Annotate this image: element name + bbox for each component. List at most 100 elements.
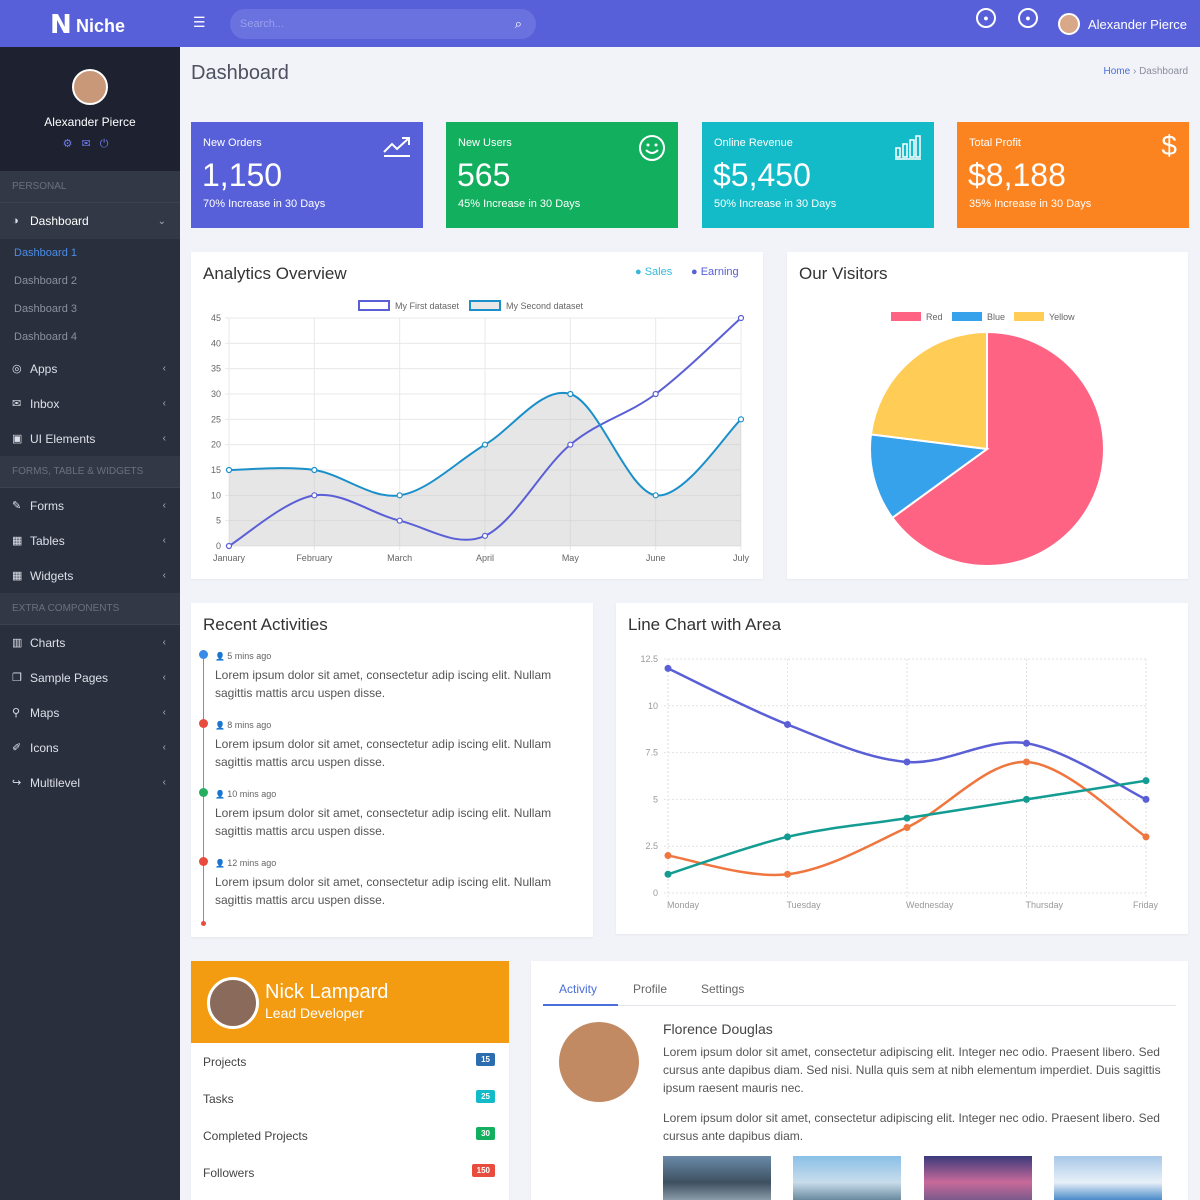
data-point [481, 441, 489, 448]
profile-stat-label: Completed Projects [203, 1129, 308, 1143]
activity-text: Lorem ipsum dolor sit amet, consectetur … [215, 737, 552, 769]
sidebar-item-multilevel[interactable]: ↪ Multilevel ‹ [0, 765, 180, 800]
stat-value: $5,450 [713, 157, 811, 193]
x-tick-label: Thursday [1026, 900, 1064, 910]
data-point [737, 314, 745, 322]
count-badge: 30 [476, 1127, 495, 1140]
briefcase-icon: ▣ [12, 433, 23, 445]
data-point [396, 492, 403, 499]
stat-label: Total Profit [969, 137, 1021, 149]
count-badge: 150 [471, 1164, 495, 1177]
legend-earning[interactable]: ● Earning [691, 266, 739, 278]
sidebar-item-ui-elements[interactable]: ▣ UI Elements ‹ [0, 421, 180, 456]
timeline-dot [199, 650, 208, 659]
feed-photo[interactable] [793, 1156, 901, 1200]
line-area-chart: 0 2.5 5 7.5 10 12.5 Monday Tuesday Wednesday Thur… [640, 654, 1159, 910]
sidebar-item-forms[interactable]: ✎ Forms ‹ [0, 488, 180, 523]
sidebar-item-charts[interactable]: ▥ Charts ‹ [0, 625, 180, 660]
y-tick-label: 20 [211, 440, 221, 450]
sidebar-subitem-dashboard-1[interactable]: Dashboard 1 [14, 247, 77, 259]
sidebar-item-label: Tables [30, 533, 65, 548]
brand-name[interactable]: Niche [76, 16, 126, 36]
x-tick-label: Monday [667, 900, 700, 910]
data-point [1142, 833, 1150, 841]
breadcrumb-home[interactable]: Home [1103, 66, 1131, 77]
card-title: Recent Activities [203, 615, 328, 634]
y-tick-label: 10 [211, 490, 221, 500]
sidebar-item-sample-pages[interactable]: ❐ Sample Pages ‹ [0, 660, 180, 695]
legend-label: Yellow [1049, 312, 1075, 322]
sidebar-item-label: Apps [30, 361, 58, 376]
timeline-end-dot [201, 921, 206, 926]
y-tick-label: 35 [211, 364, 221, 374]
data-point [664, 870, 672, 878]
sidebar-item-tables[interactable]: ▦ Tables ‹ [0, 523, 180, 558]
mail-icon[interactable]: ✉ [81, 138, 100, 150]
copy-icon: ❐ [12, 672, 22, 684]
data-point [567, 441, 574, 448]
sidebar-item-inbox[interactable]: ✉ Inbox ‹ [0, 386, 180, 421]
tab-settings[interactable]: Settings [701, 982, 745, 996]
profile-name: Alexander Pierce [44, 115, 136, 129]
data-point [652, 492, 659, 499]
legend-sales[interactable]: ● Sales [635, 266, 673, 278]
series-area [229, 392, 741, 546]
profile-stat-row[interactable]: Completed Projects 30 [203, 1127, 495, 1143]
sidebar-subitem-dashboard-3[interactable]: Dashboard 3 [14, 303, 77, 315]
feed-author[interactable]: Florence Douglas [663, 1021, 773, 1037]
sidebar-item-label: Inbox [30, 396, 60, 411]
data-point [311, 492, 318, 499]
sidebar-item-maps[interactable]: ⚲ Maps ‹ [0, 695, 180, 730]
sidebar-item-icons[interactable]: ✐ Icons ‹ [0, 730, 180, 765]
profile-stat-row[interactable]: Tasks 25 [203, 1090, 495, 1106]
bar-chart-icon [895, 135, 921, 160]
card-title: Our Visitors [799, 264, 888, 283]
user-menu[interactable]: Alexander Pierce [1058, 13, 1187, 35]
activity-time: 👤 8 mins ago [215, 720, 271, 730]
tab-activity[interactable]: Activity [559, 982, 598, 996]
feed-photo[interactable] [663, 1156, 771, 1200]
sidebar-subitem-dashboard-4[interactable]: Dashboard 4 [14, 331, 77, 343]
activity-text: Lorem ipsum dolor sit amet, consectetur … [215, 875, 552, 907]
data-point [396, 517, 403, 524]
notification-icon[interactable]: ● [976, 8, 996, 28]
timeline-dot [199, 788, 208, 797]
message-icon[interactable]: ● [1018, 8, 1038, 28]
chevron-left-icon: ‹ [162, 500, 166, 511]
search-icon[interactable]: ⌕ [514, 16, 522, 31]
brand-logo[interactable]: N [50, 10, 72, 40]
sidebar-item-dashboard[interactable]: ◑ Dashboard ⌄ [0, 203, 180, 239]
search-input[interactable] [230, 9, 490, 39]
stat-value: 565 [457, 157, 511, 193]
stat-subtext: 50% Increase in 30 Days [714, 198, 837, 210]
power-icon[interactable]: ⏻ [99, 138, 118, 150]
y-tick-label: 0 [653, 888, 658, 898]
y-tick-label: 5 [216, 516, 221, 526]
sidebar-subitem-dashboard-2[interactable]: Dashboard 2 [14, 275, 77, 287]
sidebar-item-label: Multilevel [30, 775, 81, 790]
gear-icon[interactable]: ⚙ [62, 138, 82, 150]
sidebar-item-apps[interactable]: ◎ Apps ‹ [0, 351, 180, 386]
menu-toggle-icon[interactable]: ☰ [193, 14, 206, 30]
table-icon: ▦ [12, 535, 23, 547]
x-tick-label: February [296, 553, 333, 563]
stat-card-online-revenue: Online Revenue $5,450 50% Increase in 30… [702, 122, 934, 228]
feed-photo[interactable] [924, 1156, 1032, 1200]
activity-time: 👤 12 mins ago [215, 858, 276, 868]
grid-icon: ▦ [12, 570, 23, 582]
tab-profile[interactable]: Profile [633, 982, 668, 996]
timeline-dot [199, 719, 208, 728]
stat-value: $8,188 [968, 157, 1066, 193]
x-tick-label: Friday [1133, 900, 1159, 910]
feed-photo[interactable] [1054, 1156, 1162, 1200]
x-tick-label: Wednesday [906, 900, 954, 910]
trending-up-icon [383, 137, 410, 157]
active-tab-indicator [543, 1004, 618, 1006]
profile-stat-row[interactable]: Followers 150 [203, 1164, 495, 1180]
y-tick-label: 12.5 [640, 654, 658, 664]
sidebar-item-widgets[interactable]: ▦ Widgets ‹ [0, 558, 180, 593]
stat-card-total-profit: Total Profit $8,188 35% Increase in 30 D… [957, 122, 1189, 228]
apps-icon: ◎ [12, 363, 22, 375]
profile-stat-row[interactable]: Projects 15 [203, 1053, 495, 1069]
activity-time-text: 12 mins ago [227, 858, 277, 868]
